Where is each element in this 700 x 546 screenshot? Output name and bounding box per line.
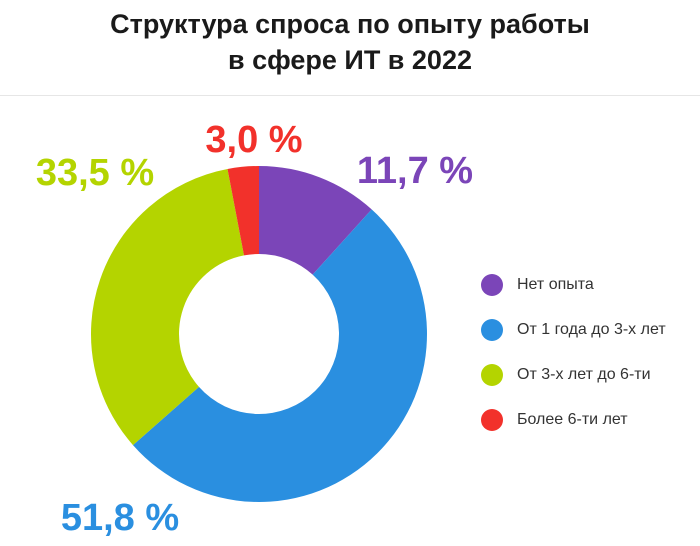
legend-swatch (481, 273, 503, 296)
chart-title-line-2: в сфере ИТ в 2022 (228, 45, 472, 75)
slice-data-label: 33,5 % (36, 152, 154, 194)
chart-title-line-1: Структура спроса по опыту работы (110, 9, 590, 39)
donut-slice (90, 168, 245, 446)
legend-label: От 1 года до 3-х лет (517, 320, 666, 338)
chart-title: Структура спроса по опыту работы в сфере… (0, 6, 700, 78)
donut-slice (259, 166, 372, 275)
legend-swatch (481, 408, 503, 431)
legend-label: Более 6-ти лет (517, 410, 628, 428)
donut-slice (132, 209, 427, 502)
legend-swatch (481, 363, 503, 386)
legend-label: От 3-х лет до 6-ти (517, 365, 651, 383)
slice-data-label: 51,8 % (61, 497, 179, 539)
legend-item: Нет опыта (481, 262, 666, 307)
legend-item: От 3-х лет до 6-ти (481, 352, 666, 397)
slice-data-label: 11,7 % (357, 150, 473, 192)
legend-swatch (481, 318, 503, 341)
legend-item: От 1 года до 3-х лет (481, 307, 666, 352)
legend: Нет опыта От 1 года до 3-х лет От 3-х ле… (481, 262, 666, 442)
donut-slice (227, 166, 259, 256)
legend-item: Более 6-ти лет (481, 397, 666, 442)
title-divider (0, 95, 700, 96)
legend-label: Нет опыта (517, 275, 594, 293)
slice-data-label: 3,0 % (205, 119, 302, 161)
